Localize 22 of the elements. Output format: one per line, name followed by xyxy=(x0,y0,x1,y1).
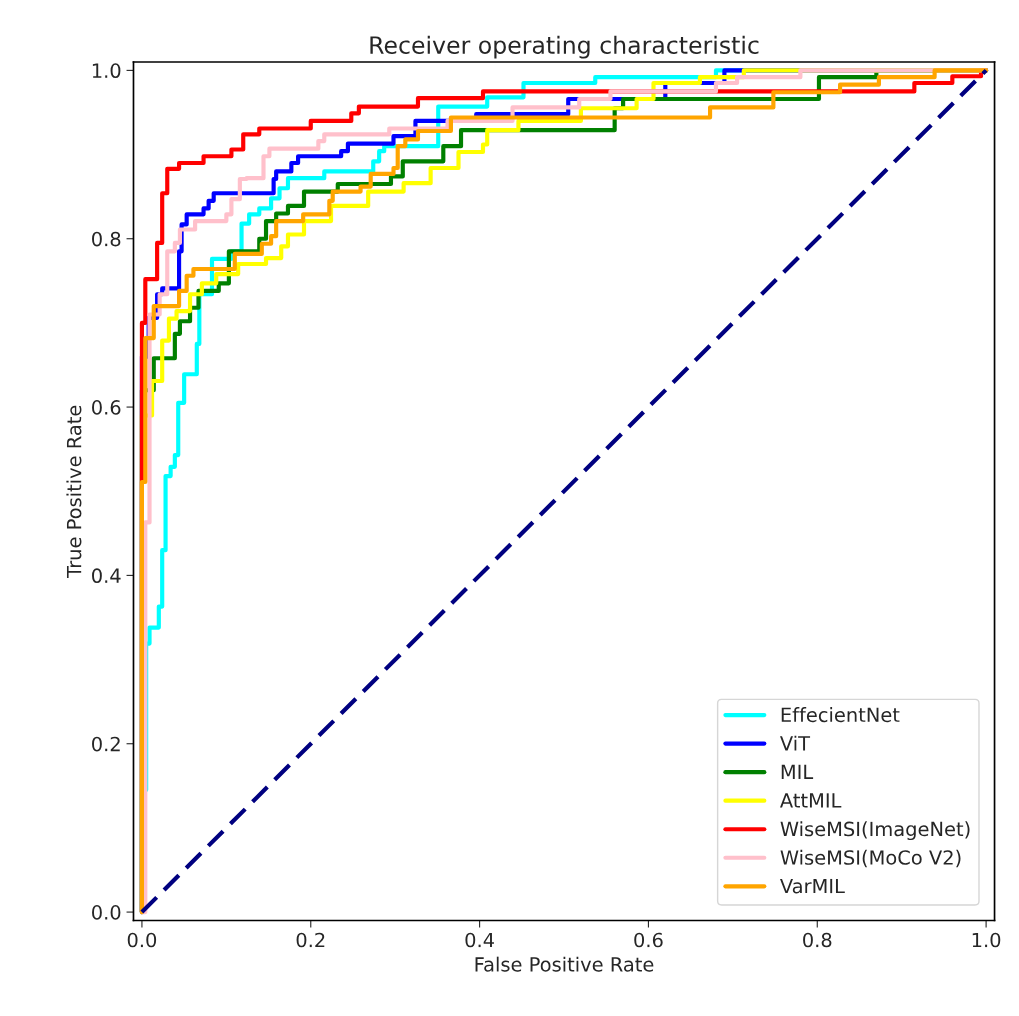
x-tick-label: 1.0 xyxy=(972,932,1001,948)
x-axis-title: False Positive Rate xyxy=(475,956,654,972)
legend-label: ViT xyxy=(780,735,811,751)
chart-title: Receiver operating characteristic xyxy=(370,35,759,59)
legend-label: AttMIL xyxy=(780,793,842,808)
x-tick-label: 0.4 xyxy=(465,932,494,948)
x-tick-label: 0.8 xyxy=(803,932,832,948)
legend-label: MIL xyxy=(781,764,814,779)
x-tick-label: 0.2 xyxy=(296,932,325,948)
y-tick-label: 0.4 xyxy=(92,568,121,584)
y-tick-label: 0.6 xyxy=(92,400,121,415)
y-axis-title: True Positive Rate xyxy=(66,405,82,578)
legend-label: WiseMSI(MoCo V2) xyxy=(780,849,961,868)
y-tick-label: 0.0 xyxy=(92,905,121,920)
x-tick-label: 0.6 xyxy=(634,932,663,948)
y-tick-label: 0.2 xyxy=(92,736,120,752)
legend-label: WiseMSI(ImageNet) xyxy=(780,821,970,841)
legend-label: VarMIL xyxy=(780,878,845,894)
y-tick-label: 0.8 xyxy=(92,231,121,247)
legend-label: EffecientNet xyxy=(781,707,900,723)
y-tick-label: 1.0 xyxy=(92,63,121,79)
x-tick-label: 0.0 xyxy=(127,932,157,948)
